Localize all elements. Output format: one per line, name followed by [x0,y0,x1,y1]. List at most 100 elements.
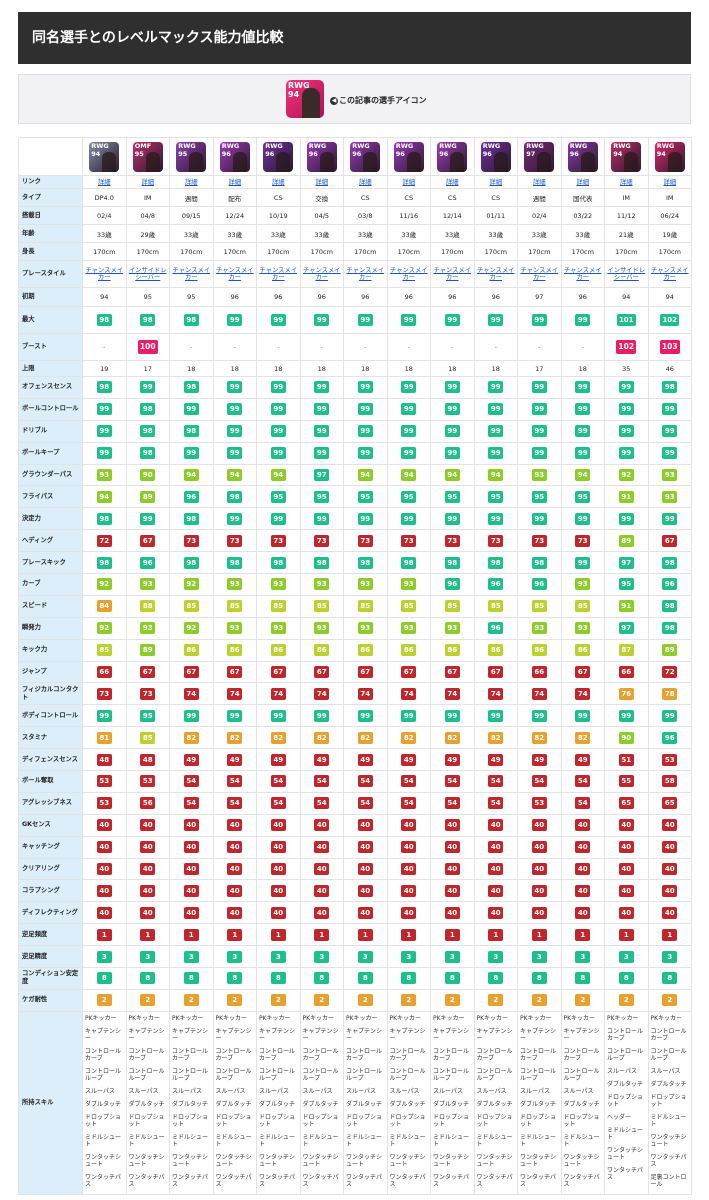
stat-badge: 99 [662,709,678,722]
player-card[interactable]: RWG 96 [350,141,381,172]
player-card[interactable]: RWG 94 [611,141,642,172]
playstyle-link[interactable]: チャンスメイカー [172,267,211,281]
stat-cell: 54 [212,791,257,815]
playstyle-link[interactable]: インサイドレシーバー [128,267,167,281]
playstyle-link[interactable]: チャンスメイカー [85,267,124,281]
player-card[interactable]: RWG 96 [263,141,294,172]
detail-link[interactable]: 詳細 [97,179,111,186]
playstyle-link[interactable]: チャンスメイカー [215,267,254,281]
skill-item: ダブルタッチ [302,1100,339,1108]
player-card[interactable]: RWG 94 [654,141,685,172]
detail-link[interactable]: 詳細 [619,179,633,186]
detail-link[interactable]: 詳細 [663,179,677,186]
stat-badge: 93 [575,622,591,635]
stat-cell: 1 [343,923,388,947]
player-card-icon[interactable]: RWG 94 [286,80,324,118]
stat-row: キック力 85 89 86 86 86 86 86 86 86 86 86 86 87 89 [18,638,692,662]
stat-badge: 99 [488,403,504,416]
detail-link[interactable]: 詳細 [228,179,242,186]
player-card[interactable]: RWG 95 [176,141,207,172]
detail-link[interactable]: 詳細 [489,179,503,186]
stat-row: クリアリング 40 40 40 40 40 40 40 40 40 40 40 40 40 40 [18,857,692,881]
player-card[interactable]: RWG 96 [437,141,468,172]
stat-badge: 1 [618,928,634,941]
stat-cell: 54 [212,770,257,793]
stat-badge: 40 [401,906,417,919]
player-card[interactable]: RWG 97 [524,141,555,172]
stat-badge: 88 [140,600,156,613]
stat-badge: 3 [227,950,243,963]
skill-item: ミドルシュート [128,1133,165,1148]
playstyle-link[interactable]: チャンスメイカー [302,267,341,281]
playstyle-link[interactable]: チャンスメイカー [433,267,472,281]
date-cell: 02/4 [517,206,562,225]
skill-item: ドロップショット [346,1113,383,1128]
playstyle-link[interactable]: チャンスメイカー [476,267,515,281]
stat-badge: 67 [314,666,330,679]
stat-badge: 99 [401,403,417,416]
stat-cell: 89 [125,485,170,509]
playstyle-link[interactable]: インサイドレシーバー [607,267,646,281]
boost-cell: - [299,333,344,361]
skill-item: ミドルシュート [520,1133,557,1148]
player-card[interactable]: RWG 96 [219,141,250,172]
player-card[interactable]: RWG 94 [89,141,120,172]
detail-link[interactable]: 詳細 [315,179,329,186]
stat-badge: 99 [531,709,547,722]
stat-cell: 94 [386,463,431,487]
stat-cell: 40 [560,857,605,881]
stat-cell: 40 [299,901,344,925]
playstyle-link[interactable]: チャンスメイカー [563,267,602,281]
stat-cell: 54 [386,791,431,815]
stat-cell: 85 [473,594,518,618]
skill-item: ドロップショット [172,1113,209,1128]
stat-cell: 40 [169,879,214,903]
skill-item: ワンタッチシュート [476,1153,513,1168]
detail-link[interactable]: 詳細 [184,179,198,186]
stat-cell: 99 [430,704,475,728]
player-card[interactable]: RWG 96 [567,141,598,172]
stat-row: ボディコントロール 99 95 99 99 99 99 99 99 99 99 99 99 99 99 [18,704,692,728]
skill-item: ワンタッチパス [607,1166,644,1181]
playstyle-link[interactable]: チャンスメイカー [520,267,559,281]
card-rating: 94 [91,149,101,158]
stat-badge: 1 [662,928,678,941]
player-card[interactable]: RWG 96 [393,141,424,172]
player-card[interactable]: RWG 96 [306,141,337,172]
skill-item: コントロールカーブ [563,1047,600,1062]
stat-cell: 99 [386,441,431,465]
init-cell: 96 [212,287,257,307]
stat-cell: 99 [386,419,431,443]
player-card[interactable]: RWG 96 [480,141,511,172]
skill-item: コントロールループ [346,1067,383,1082]
stat-cell: 40 [343,901,388,925]
stat-label: グラウンダーパス [18,463,83,487]
playstyle-link[interactable]: チャンスメイカー [346,267,385,281]
detail-link[interactable]: 詳細 [141,179,155,186]
skill-item: スルーパス [607,1067,637,1075]
stat-row: ボールキープ 99 98 99 99 99 99 99 99 99 99 99 99 99 99 [18,441,692,465]
boost-cell: 100 [125,333,170,361]
playstyle-link[interactable]: チャンスメイカー [259,267,298,281]
playstyle-link[interactable]: チャンスメイカー [389,267,428,281]
stat-badge: 40 [140,841,156,854]
stat-label: ディフェンスセンス [18,748,83,772]
stat-badge: 54 [575,797,591,810]
stat-cell: 74 [299,682,344,706]
detail-link[interactable]: 詳細 [402,179,416,186]
stat-cell: 98 [430,551,475,575]
skill-item: ドロップショット [433,1113,470,1128]
label-skills: 所持スキル [18,1010,83,1195]
player-card[interactable]: OMF 95 [132,141,163,172]
stat-cell: 82 [517,726,562,750]
detail-link[interactable]: 詳細 [445,179,459,186]
stat-badge: 40 [270,884,286,897]
stat-cell: 40 [256,835,301,859]
detail-link[interactable]: 詳細 [532,179,546,186]
detail-link[interactable]: 詳細 [271,179,285,186]
detail-link[interactable]: 詳細 [358,179,372,186]
playstyle-link[interactable]: チャンスメイカー [650,267,689,281]
age-cell: 33歳 [169,224,214,243]
stat-badge: 40 [357,863,373,876]
detail-link[interactable]: 詳細 [576,179,590,186]
